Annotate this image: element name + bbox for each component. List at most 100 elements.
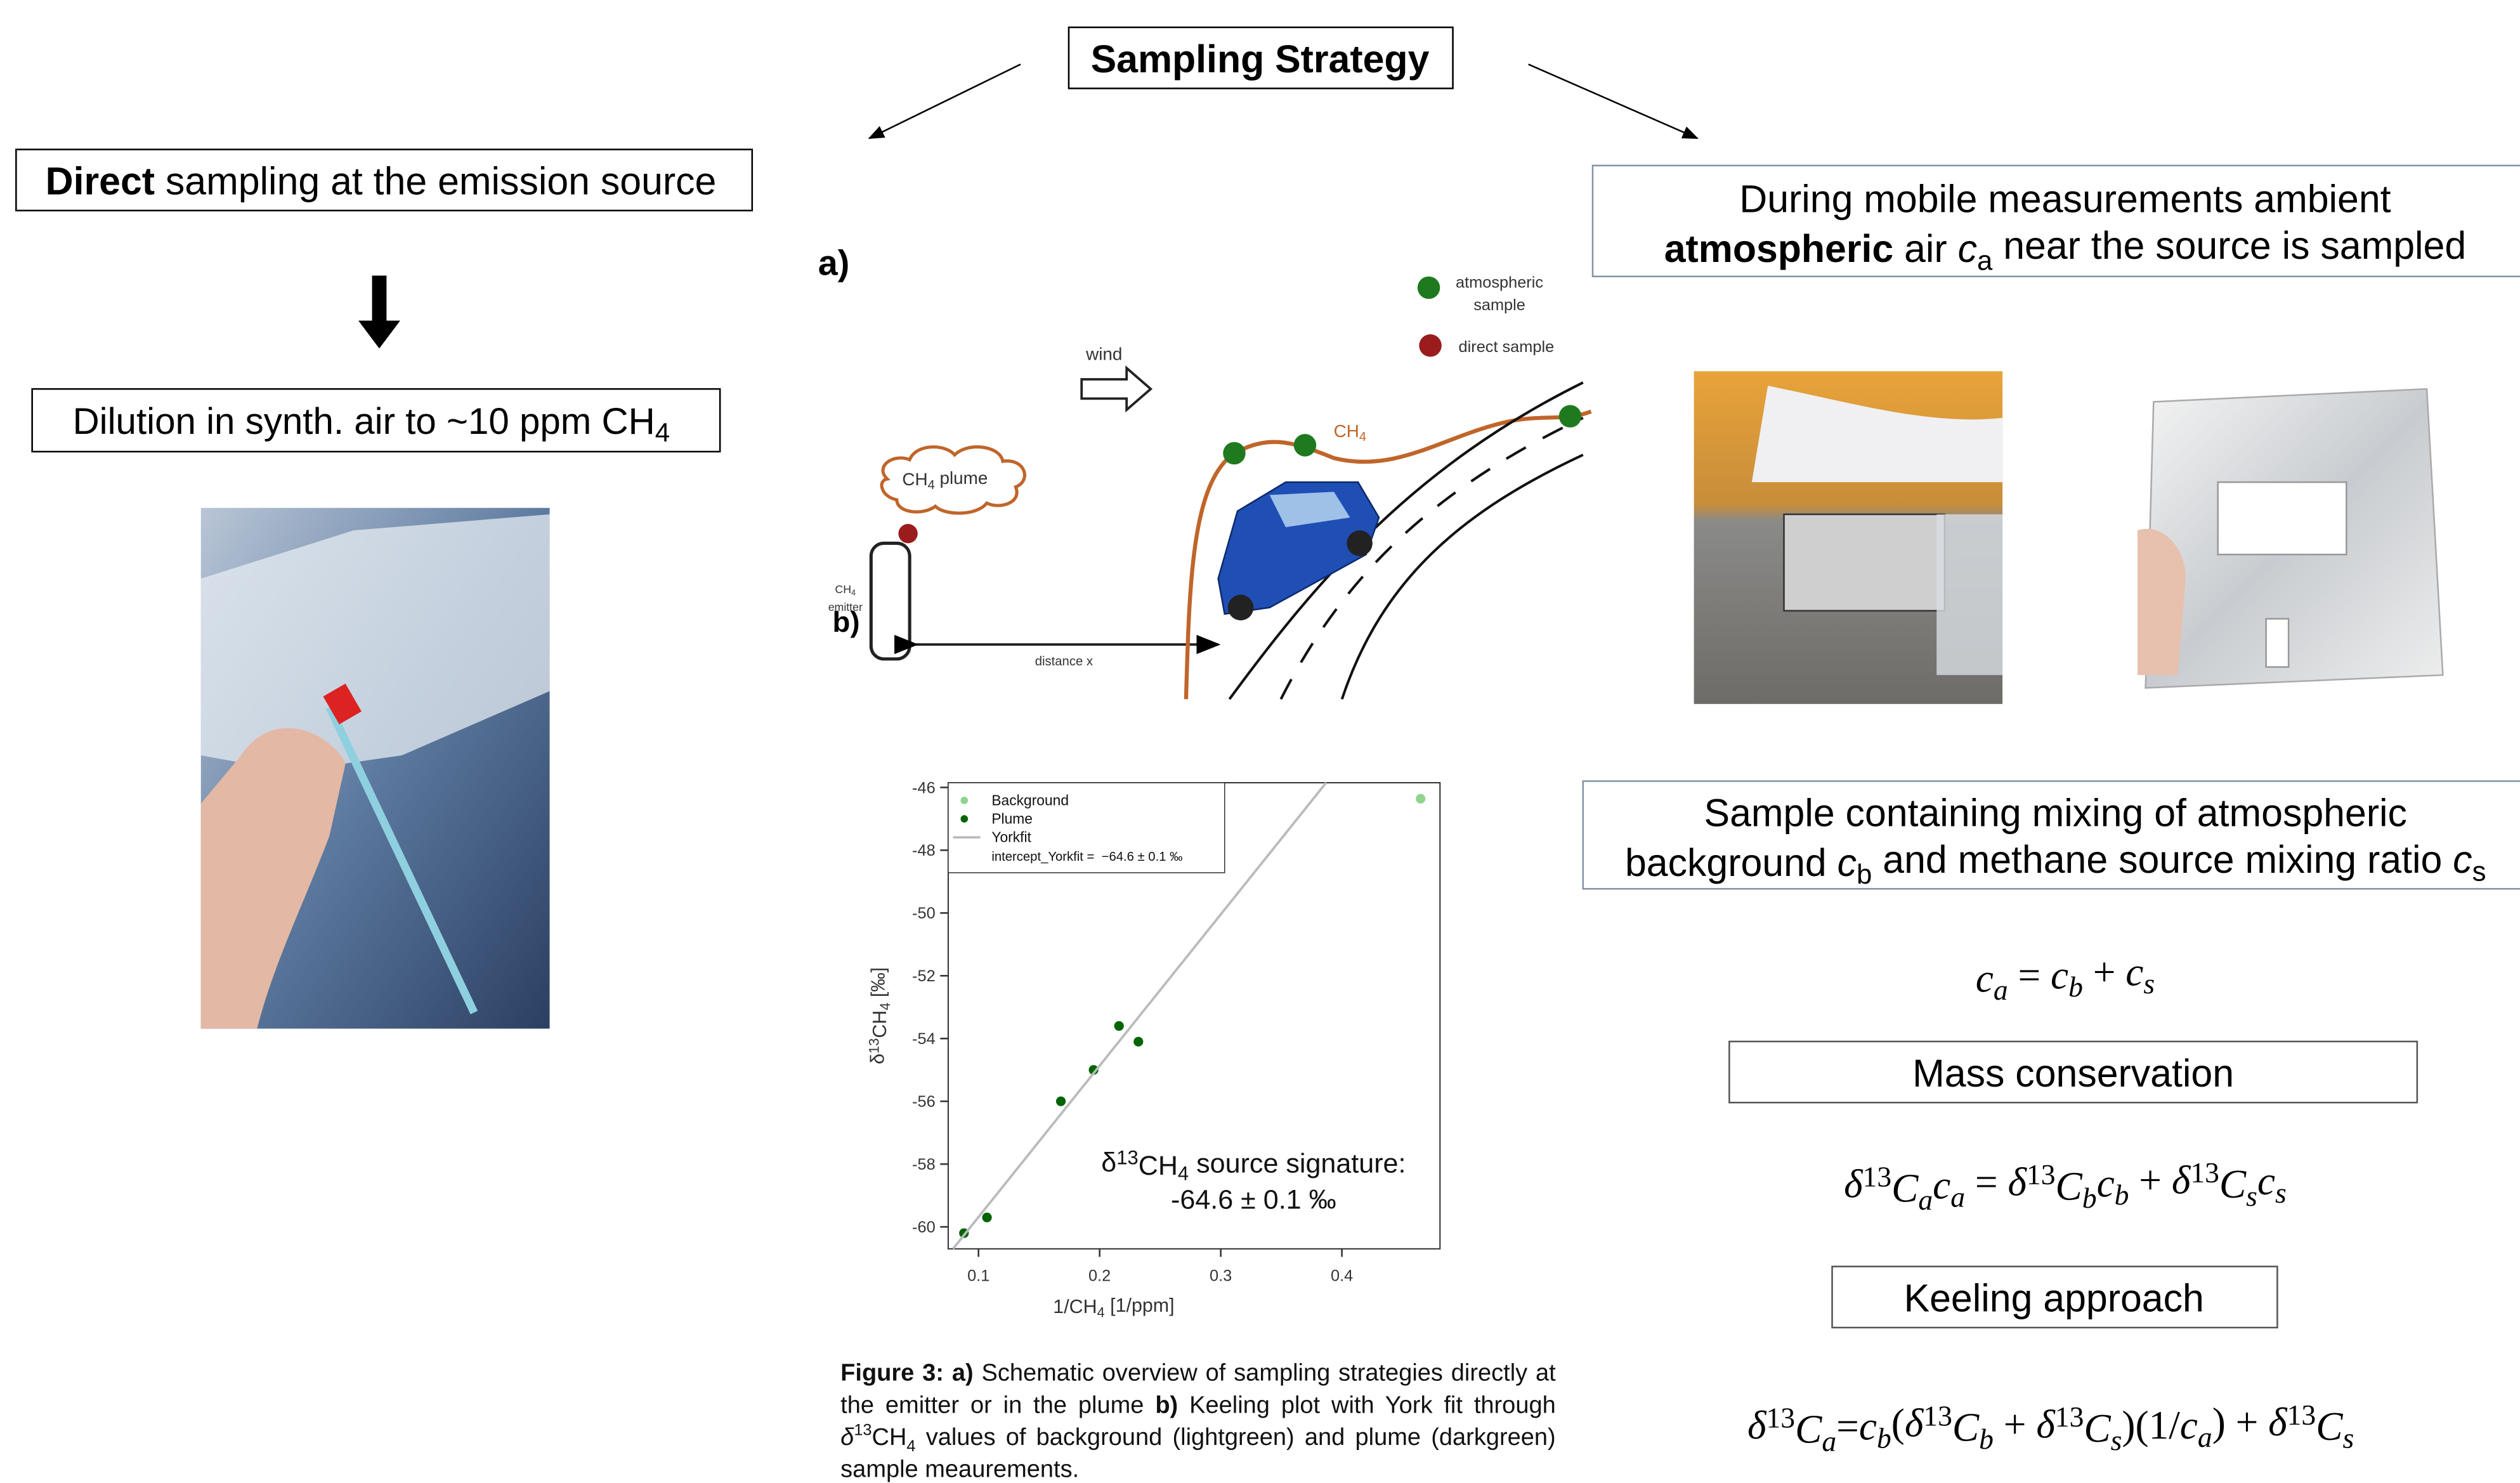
text-run: CH — [1139, 1151, 1178, 1181]
page: Sampling Strategy a) wind distance x dir… — [0, 0, 2520, 1483]
text-run: CH — [902, 469, 927, 489]
text-run: ) + — [2212, 1400, 2268, 1444]
text-run: c — [2097, 1161, 2115, 1205]
text-run: = — [1965, 1160, 2008, 1205]
text-line: δ13CH4 source signature: — [1101, 1146, 1406, 1184]
emitter-label: CH4 — [835, 583, 856, 598]
photo — [2218, 482, 2347, 554]
emitter — [871, 543, 910, 658]
point — [982, 1213, 991, 1222]
text-run: s — [2342, 1422, 2354, 1454]
title: Sampling Strategy — [1091, 37, 1430, 81]
text-run: and methane source mixing ratio — [1872, 838, 2453, 881]
photo — [1784, 514, 1945, 611]
point — [1133, 1037, 1143, 1047]
text-run: + — [2129, 1158, 2171, 1202]
text-run: a — [1822, 1425, 1836, 1457]
text-run: a — [1918, 1184, 1933, 1216]
text-run: near the source is sampled — [1992, 224, 2466, 267]
text-run: 4 — [928, 478, 935, 492]
text-run: δ — [2008, 1160, 2027, 1205]
caption-run: 13 — [854, 1422, 872, 1440]
text-run: sampling at the emission source — [155, 160, 716, 203]
text-run: C — [1891, 1166, 1919, 1210]
legend-label: atmospheric — [1456, 274, 1543, 292]
arrow — [360, 277, 399, 347]
photos — [201, 371, 2443, 1028]
text-line: -64.6 ± 0.1 ‰ — [1171, 1184, 1336, 1215]
atmospheric-sample-dot — [1223, 442, 1245, 464]
point — [1056, 1097, 1066, 1106]
text-run: Direct — [46, 160, 155, 203]
caption: Figure 3: a) Schematic overview of sampl… — [840, 1358, 1556, 1483]
text-run: c — [1933, 1163, 1950, 1208]
caption-run: Keeling plot with York fit through — [1178, 1392, 1555, 1419]
text-run: background — [1625, 841, 1838, 884]
text-run: + — [2083, 950, 2125, 994]
text-run: c — [1976, 956, 1994, 1000]
text-run: a — [1950, 1180, 1965, 1213]
text-run: -64.6 ± 0.1 ‰ — [1171, 1184, 1336, 1215]
y-tick-label: -56 — [912, 1093, 936, 1111]
text-run: a — [1994, 974, 2008, 1006]
text-run: Dilution in synth. air to ~10 ppm CH — [73, 401, 655, 442]
distance-label: distance x — [1035, 655, 1093, 669]
figure: Sampling Strategy a) wind distance x dir… — [0, 0, 2520, 1483]
text-run: δ — [1844, 1162, 1864, 1206]
atmospheric-sample-dot — [1294, 434, 1316, 456]
text-run: δ — [1905, 1401, 1924, 1446]
y-tick-label: -52 — [912, 967, 936, 985]
text-line: δ13Caca = δ13Cbcb + δ13Cscs — [1844, 1156, 2287, 1216]
text-run: c — [1859, 1404, 1877, 1449]
text-run: c — [2051, 953, 2068, 997]
y-tick-label: -50 — [912, 905, 936, 922]
van — [1228, 595, 1254, 621]
arrow — [1529, 64, 1697, 138]
text-run: δ — [1747, 1403, 1767, 1447]
y-tick-label: -58 — [912, 1156, 936, 1173]
text-line: background c b and methane source mixing … — [1625, 838, 2486, 890]
text-run: 4 — [1097, 1304, 1105, 1320]
text-run: = — [1836, 1404, 1859, 1449]
text-line: ca = cb + cs — [1976, 950, 2155, 1006]
text-run: C — [2056, 1164, 2083, 1208]
text-run: b — [1857, 859, 1872, 890]
y-tick-label: -54 — [912, 1030, 936, 1048]
direct-sample-dot — [898, 524, 917, 543]
text-run: 4 — [1178, 1162, 1189, 1184]
text-line: δ13CH4 [‰] — [866, 967, 893, 1064]
text-run: 13 — [2287, 1399, 2316, 1431]
legend-dot — [960, 797, 968, 804]
y-tick-label: -46 — [912, 779, 936, 797]
legend-label: intercept_Yorkfit = −64.6 ± 0.1 ‰ — [991, 850, 1182, 864]
text-run: CH — [835, 583, 851, 596]
photo — [2138, 529, 2186, 676]
text-run: s — [2472, 856, 2486, 887]
legend-label: Plume — [991, 811, 1033, 827]
x-tick-label: 0.4 — [1331, 1267, 1353, 1284]
text-line: Sample containing mixing of atmospheric — [1704, 791, 2407, 834]
text-run: c — [1958, 227, 1977, 270]
text-run: c — [2453, 838, 2472, 881]
text-line: atmospheric air ca near the source is sa… — [1664, 224, 2466, 276]
panel-label: b) — [833, 606, 860, 638]
text-run: δ — [867, 1054, 889, 1064]
text-line: CH4 plume — [902, 468, 988, 492]
caption-run: CH — [872, 1424, 907, 1451]
caption-box: Figure 3: a) Schematic overview of sampl… — [840, 1358, 1556, 1483]
text-run: 13 — [866, 1038, 882, 1054]
text-run: 13 — [2055, 1401, 2084, 1433]
text-run: 13 — [1116, 1146, 1138, 1168]
text-run: 13 — [2027, 1158, 2056, 1191]
y-tick-label: -48 — [912, 842, 936, 859]
text-run: )(1/ — [2122, 1403, 2180, 1447]
text-run: s — [2111, 1424, 2122, 1456]
text-run: source signature: — [1189, 1148, 1406, 1179]
wind-label: wind — [1085, 344, 1122, 364]
text-line: Dilution in synth. air to ~10 ppm CH4 — [73, 401, 670, 447]
text-run: [1/ppm] — [1105, 1295, 1175, 1316]
text-run: C — [1952, 1405, 1980, 1449]
text-run: [‰] — [867, 967, 889, 1003]
text-run: b — [1979, 1423, 1994, 1455]
text-run: δ — [2036, 1402, 2056, 1446]
